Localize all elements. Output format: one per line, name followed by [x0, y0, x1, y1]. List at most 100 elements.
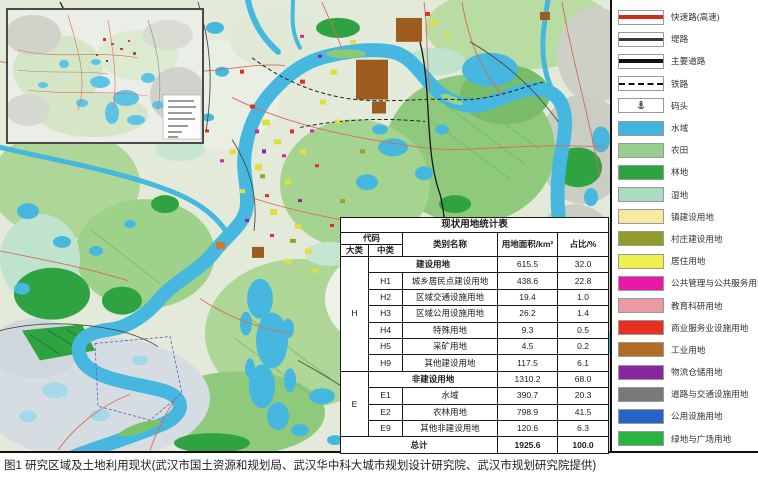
cell-share: 22.8 [556, 272, 610, 290]
road-line-icon [618, 31, 664, 47]
legend-item: 堤路 [612, 28, 758, 50]
legend-label: 绿地与广场用地 [671, 433, 732, 444]
legend-label: 快速路(高速) [671, 12, 720, 23]
legend-swatch [618, 408, 664, 424]
table-row: H4 特殊用地 9.3 0.5 [341, 321, 610, 339]
railway-line-icon [618, 76, 664, 92]
legend-label: 堤路 [671, 34, 689, 45]
cell-minor: H9 [368, 354, 403, 372]
legend-label: 主要道路 [671, 56, 706, 67]
map-legend: 快速路(高速) 堤路主要道路铁路码头水域农田林地湿地镇建设用地村庄建设用地居住用地… [610, 0, 758, 453]
legend-swatch [618, 431, 664, 447]
legend-item: 湿地 [612, 184, 758, 206]
legend-label: 农田 [671, 145, 689, 156]
cell-name: 城乡居民点建设用地 [402, 272, 498, 290]
legend-label: 教育科研用地 [671, 300, 723, 311]
line-glyph [619, 15, 663, 20]
header-area: 用地面积/km² [497, 232, 558, 257]
cell-minor: E2 [368, 403, 403, 421]
legend-label: 林地 [671, 167, 689, 178]
legend-label: 道路与交通设施用地 [671, 389, 749, 400]
cell-name: 其他非建设用地 [402, 419, 498, 438]
legend-swatch [618, 209, 664, 225]
legend-swatch [618, 275, 664, 291]
legend-item: 码头 [612, 95, 758, 117]
river-layer [0, 0, 610, 451]
cell-major: H [340, 256, 369, 372]
table-row: E9 其他非建设用地 120.6 6.3 [341, 419, 610, 438]
legend-label: 镇建设用地 [671, 211, 714, 222]
cell-share: 32.0 [556, 255, 610, 274]
dashed-line-glyph [619, 82, 663, 85]
cell-total-share: 100.0 [556, 436, 610, 454]
inset-map [6, 8, 204, 144]
legend-label: 公用设施用地 [671, 411, 723, 422]
legend-swatch [618, 187, 664, 203]
legend-item: 村庄建设用地 [612, 228, 758, 250]
cell-minor: H2 [368, 288, 403, 307]
inset-legend-box [162, 94, 202, 140]
table-title-row: 现状用地统计表 [339, 217, 610, 233]
cell-name: 其他建设用地 [402, 354, 498, 372]
cell-area: 390.7 [497, 387, 558, 405]
table-title: 现状用地统计表 [339, 217, 610, 233]
legend-swatch [618, 364, 664, 380]
cell-minor: E1 [368, 387, 403, 405]
cell-area: 798.9 [497, 403, 558, 421]
cell-area: 117.5 [497, 354, 558, 372]
cell-total-label: 总计 [340, 436, 498, 454]
wharf-swatch [618, 98, 664, 114]
anchor-icon [637, 101, 645, 110]
header-name: 类别名称 [402, 232, 498, 257]
header-major: 大类 [340, 244, 369, 257]
railway-lines [251, 57, 546, 128]
urban-layer [205, 11, 550, 273]
legend-item: 铁路 [612, 73, 758, 95]
legend-swatch [618, 342, 664, 358]
cell-area: 1310.2 [497, 370, 558, 389]
cell-name: 区域公用设施用地 [402, 305, 498, 323]
header-code: 代码 [340, 232, 403, 245]
legend-item: 林地 [612, 161, 758, 183]
legend-item: 绿地与广场用地 [612, 428, 758, 450]
legend-item: 公共管理与公共服务用地 [612, 272, 758, 294]
cell-area: 9.3 [497, 321, 558, 339]
header-share: 占比/% [556, 232, 610, 257]
map-area: 现状用地统计表 代码 类别名称 用地面积/km² 占比/% 大类 中类 H 建设… [0, 0, 610, 454]
legend-swatch [618, 164, 664, 180]
legend-item: 农田 [612, 139, 758, 161]
cell-share: 6.1 [556, 354, 610, 372]
cell-share: 1.0 [556, 288, 610, 307]
cell-area: 4.5 [497, 337, 558, 356]
legend-label: 水域 [671, 123, 689, 134]
cell-share: 1.4 [556, 305, 610, 323]
cell-total-area: 1925.6 [497, 436, 558, 454]
legend-swatch [618, 298, 664, 314]
legend-label: 公共管理与公共服务用地 [671, 278, 758, 289]
legend-swatch [618, 142, 664, 158]
cell-name: 非建设用地 [368, 370, 498, 389]
cell-name: 建设用地 [368, 255, 498, 274]
legend-item: 水域 [612, 117, 758, 139]
legend-label: 商业服务业设施用地 [671, 322, 749, 333]
header-minor: 中类 [368, 244, 403, 257]
legend-swatch [618, 253, 664, 269]
legend-item: 商业服务业设施用地 [612, 317, 758, 339]
stat-table-wrap: 现状用地统计表 代码 类别名称 用地面积/km² 占比/% 大类 中类 H 建设… [339, 217, 610, 454]
table-row: H5 采矿用地 4.5 0.2 [341, 337, 610, 356]
legend-item: 教育科研用地 [612, 294, 758, 316]
cell-major: E [340, 370, 369, 438]
legend-item: 道路与交通设施用地 [612, 383, 758, 405]
inset-map-art [8, 10, 202, 142]
legend-label: 村庄建设用地 [671, 233, 723, 244]
legend-item: 居住用地 [612, 250, 758, 272]
legend-item: 镇建设用地 [612, 206, 758, 228]
cell-share: 6.3 [556, 419, 610, 438]
table-header-row2: 大类 中类 [340, 244, 609, 257]
legend-label: 铁路 [671, 78, 689, 89]
legend-swatch [618, 231, 664, 247]
table-row: H9 其他建设用地 117.5 6.1 [341, 354, 610, 372]
table-row: E2 农林用地 798.9 41.5 [341, 403, 610, 421]
table-row: H3 区域公用设施用地 26.2 1.4 [341, 305, 610, 323]
